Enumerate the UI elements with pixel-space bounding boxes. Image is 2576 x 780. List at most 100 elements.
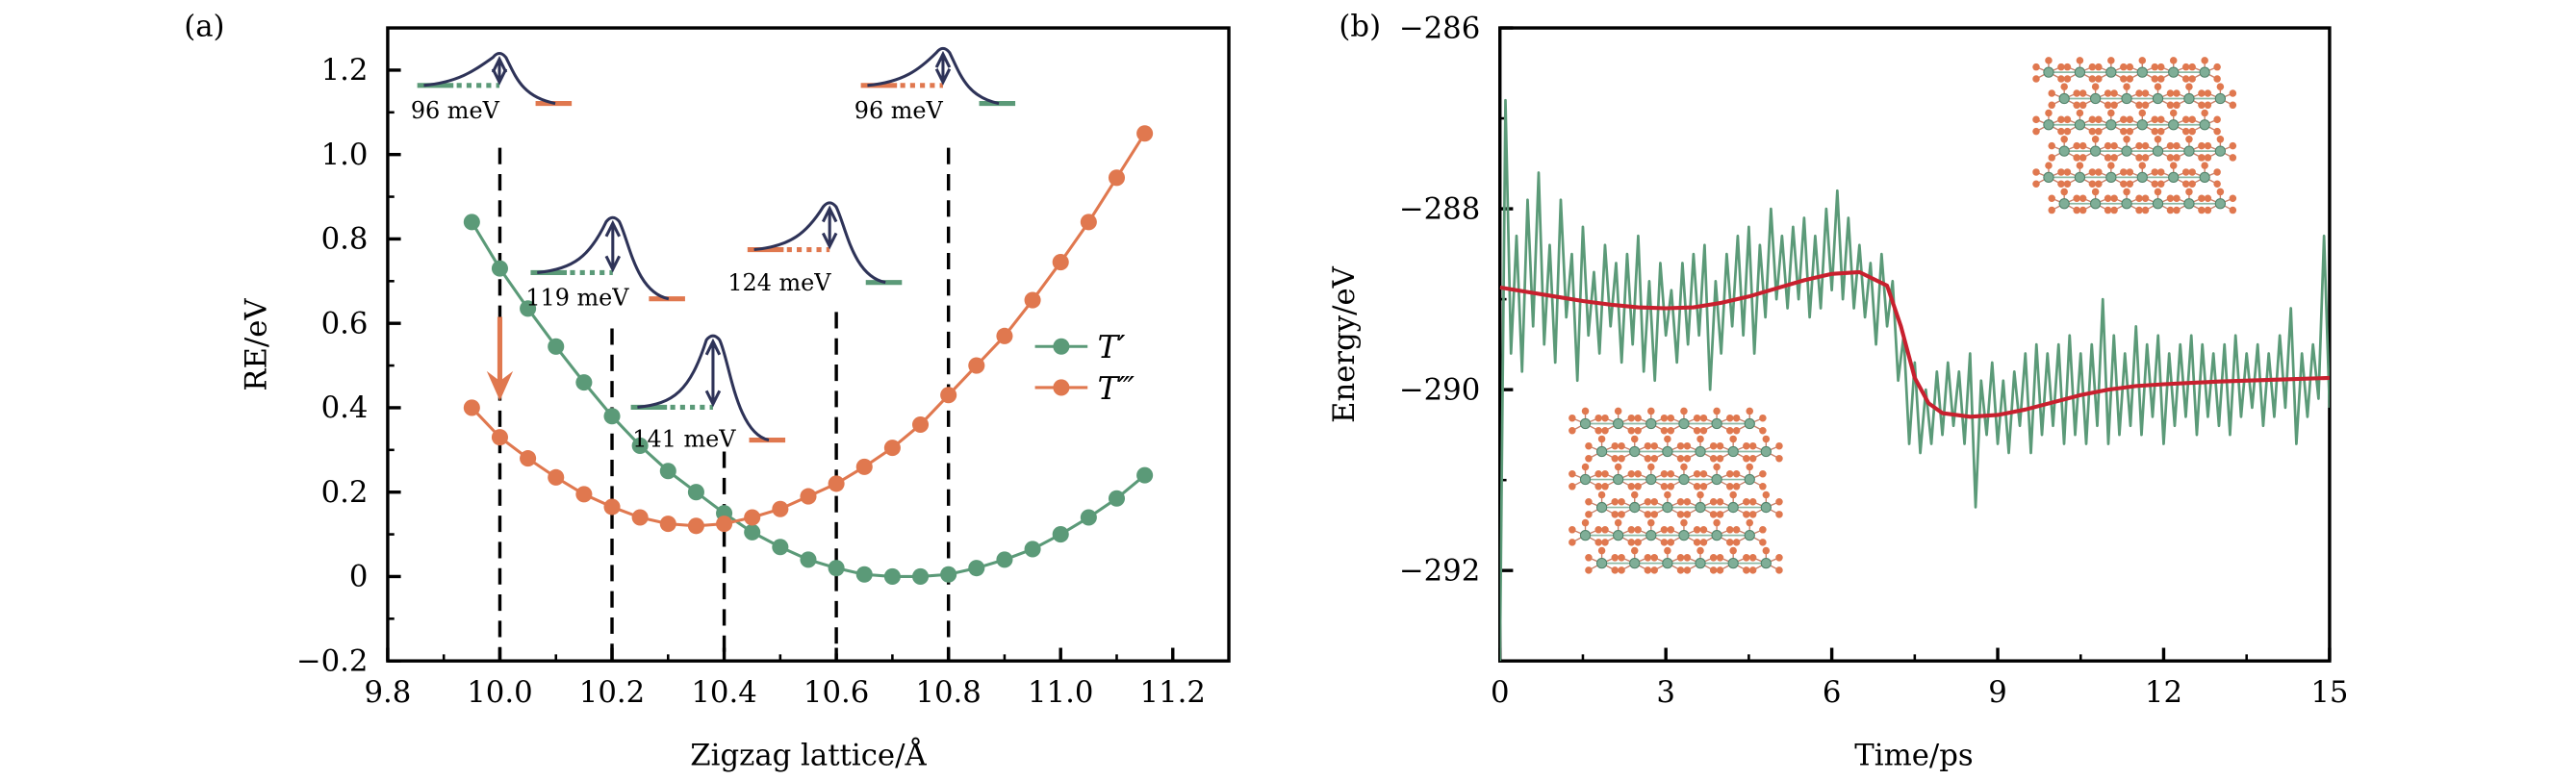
oxygen-atom (2095, 180, 2103, 188)
series-1-point (940, 387, 957, 404)
oxygen-atom (2120, 127, 2128, 136)
series-1-point (1108, 169, 1126, 187)
oxygen-atom (2076, 162, 2084, 169)
oxygen-atom (1569, 414, 1576, 422)
metal-atom (2183, 92, 2195, 105)
plot-frame (1498, 26, 2332, 663)
oxygen-atom (1743, 554, 1750, 562)
barrier-curve (423, 51, 556, 106)
oxygen-atom (2032, 75, 2040, 83)
metal-atom (2152, 145, 2164, 157)
series-1-point (772, 500, 789, 517)
y-axis-label-b: Energy/eV (1327, 265, 1362, 423)
oxygen-atom (1716, 441, 1724, 450)
oxygen-atom (2088, 115, 2097, 124)
oxygen-atom (1696, 546, 1704, 555)
oxygen-atom (1676, 566, 1685, 574)
oxygen-atom (1611, 441, 1620, 450)
series-0-point (996, 551, 1013, 568)
barrier-label: 119 meV (525, 285, 629, 312)
oxygen-atom (1660, 483, 1669, 491)
oxygen-atom (2141, 101, 2150, 110)
oxygen-atom (1676, 455, 1685, 463)
oxygen-atom (2073, 141, 2080, 150)
series-1-point (1024, 291, 1041, 309)
oxygen-atom (2110, 206, 2118, 214)
metal-atom (1744, 473, 1755, 486)
oxygen-atom (1585, 455, 1593, 463)
oxygen-atom (2216, 136, 2225, 143)
oxygen-atom (1647, 518, 1655, 527)
arrow-up-icon (821, 205, 838, 223)
metal-atom (2105, 171, 2117, 184)
oxygen-atom (2057, 168, 2065, 176)
oxygen-atom (1667, 426, 1675, 435)
oxygen-atom (1693, 414, 1701, 422)
metal-atom (1595, 501, 1608, 514)
oxygen-atom (2198, 194, 2206, 203)
oxygen-atom (2088, 127, 2097, 136)
oxygen-atom (2173, 141, 2181, 150)
arrow-down-icon (491, 68, 508, 86)
y-tick-label: 1.2 (321, 53, 369, 88)
oxygen-atom (1594, 469, 1602, 478)
metal-atom (2214, 92, 2227, 105)
oxygen-atom (2151, 115, 2159, 124)
oxygen-atom (1667, 483, 1675, 491)
y-tick-label: −0.2 (296, 643, 369, 678)
crystal-structure-inset-bottom (1569, 407, 1783, 574)
oxygen-atom (2104, 206, 2112, 214)
oxygen-atom (1716, 554, 1724, 562)
oxygen-atom (1732, 539, 1741, 546)
oxygen-atom (1732, 414, 1741, 422)
x-axis-label-b: Time/ps (1854, 739, 1973, 773)
oxygen-atom (1709, 511, 1718, 518)
oxygen-atom (2181, 127, 2190, 136)
oxygen-atom (2156, 75, 2165, 83)
oxygen-atom (2104, 101, 2112, 110)
oxygen-atom (1634, 469, 1642, 478)
oxygen-atom (1664, 435, 1671, 443)
oxygen-atom (1597, 491, 1606, 499)
series-0-point (800, 551, 817, 568)
oxygen-atom (2198, 141, 2206, 150)
oxygen-atom (2110, 141, 2118, 150)
oxygen-atom (1732, 469, 1741, 478)
oxygen-atom (1693, 483, 1701, 491)
arrow-down-icon (604, 255, 622, 273)
series-1-point (855, 458, 873, 475)
oxygen-atom (1611, 511, 1620, 518)
oxygen-atom (2229, 89, 2237, 97)
oxygen-atom (1627, 426, 1636, 435)
panel-b: (b) Time/ps Energy/eV 0 3 6 9 12 15 −292 −290 −2… (1327, 10, 2349, 773)
oxygen-atom (2204, 89, 2212, 97)
metal-atom (1613, 473, 1624, 486)
x-axis-label-a: Zigzag lattice/Å (690, 737, 927, 773)
series-0-point (1136, 466, 1154, 484)
oxygen-atom (2141, 89, 2150, 97)
oxygen-atom (1569, 526, 1576, 534)
oxygen-atom (1634, 526, 1642, 534)
oxygen-atom (2048, 154, 2055, 162)
oxygen-atom (1748, 554, 1757, 562)
series-0-point (575, 374, 593, 391)
oxygen-atom (1693, 426, 1701, 435)
oxygen-atom (1601, 539, 1609, 546)
series-1-point (687, 517, 704, 535)
oxygen-atom (1683, 498, 1692, 506)
oxygen-atom (1585, 566, 1593, 574)
oxygen-atom (1676, 511, 1685, 518)
oxygen-atom (1611, 498, 1620, 506)
metal-atom (2214, 145, 2227, 157)
oxygen-atom (2073, 154, 2080, 162)
barrier-curve (867, 46, 1000, 106)
oxygen-atom (1743, 511, 1750, 518)
oxygen-atom (1618, 498, 1625, 506)
x-tick-label: 9.8 (364, 675, 411, 710)
arrow-up-icon (934, 50, 952, 68)
arrow-up-icon (491, 56, 508, 73)
oxygen-atom (1644, 554, 1652, 562)
oxygen-atom (2120, 75, 2128, 83)
oxygen-atom (2045, 57, 2053, 64)
oxygen-atom (1709, 441, 1718, 450)
